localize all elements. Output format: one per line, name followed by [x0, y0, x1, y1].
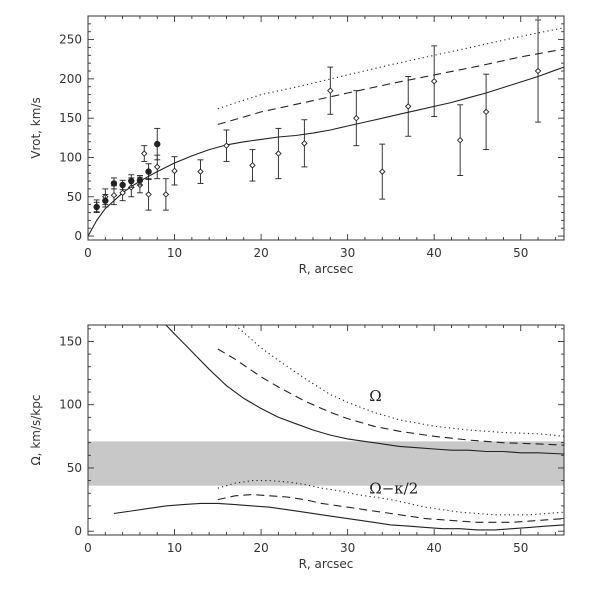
panel2-curve-solid-4	[113, 502, 564, 531]
panel1-curve-solid-1	[88, 66, 564, 237]
panel1-open-point-19	[379, 168, 386, 175]
panel1-open-point-9	[153, 163, 161, 171]
panel2-x-tick-label-4: 30	[340, 541, 355, 555]
panel1-open-point-23	[482, 108, 490, 116]
panel2-data-layer	[113, 325, 564, 531]
panel1-filled-point-5	[128, 177, 135, 185]
panel2-x-tick-label-3: 20	[253, 541, 268, 555]
panel2-curve-dashed-2	[217, 348, 564, 446]
panel1-x-tick-label-5: 40	[427, 246, 442, 260]
panel1-chart: 0 10 20 30 40 50 0 50 100 150 200 250 R, arcsec Vrot,…	[29, 15, 565, 276]
panel1-open-point-7	[141, 150, 148, 157]
panel2-curve-dotted-3	[234, 325, 564, 437]
panel2-curve-dashed-5	[217, 493, 564, 523]
panel1-filled-point-1	[93, 203, 100, 211]
panel1-x-axis-label: R, arcsec	[299, 262, 354, 276]
panel2-y-tick-label-1: 0	[74, 524, 82, 538]
panel2-x-tick-label-2: 10	[167, 541, 182, 555]
panel1-data-layer	[88, 19, 564, 237]
panel1-open-point-11	[171, 167, 178, 175]
panel1-x-tick-label-4: 30	[340, 246, 355, 260]
panel2-x-axis-label: R, arcsec	[299, 557, 354, 571]
panel1-open-point-20	[404, 103, 412, 110]
panel1-curve-dashed-2	[217, 48, 564, 126]
panel1-open-point-16	[301, 140, 308, 147]
panel2-y-tick-label-4: 150	[59, 334, 82, 348]
panel1-open-point-4	[119, 189, 126, 197]
panel1-open-point-13	[223, 142, 230, 149]
panel2-curve-solid-1	[165, 325, 564, 455]
panel1-y-tick-label-3: 100	[59, 150, 82, 164]
panel2-annotation-1: Ω	[369, 387, 381, 405]
panel1-open-point-22	[456, 136, 464, 144]
panel2-annotation-2: Ω−κ/2	[369, 479, 418, 497]
panel1-filled-point-6	[136, 177, 144, 184]
panel1-open-point-15	[275, 150, 282, 157]
panel1-open-point-3	[110, 191, 118, 199]
panel1-filled-point-8	[154, 140, 161, 148]
panel1-y-axis-label: Vrot, km/s	[29, 97, 43, 159]
panel2-shaded-band	[88, 441, 564, 486]
panel2-y-tick-label-2: 50	[67, 461, 82, 475]
panel2-x-tick-label-1: 0	[84, 541, 92, 555]
panel1-open-point-18	[353, 114, 360, 122]
panel1-open-point-14	[249, 162, 256, 169]
panel1-y-tick-label-5: 200	[59, 72, 82, 86]
panel1-open-point-8	[145, 191, 152, 198]
panel1-x-tick-label-2: 10	[167, 246, 182, 260]
panel1-open-point-21	[430, 77, 438, 85]
panel2-x-tick-label-6: 50	[513, 541, 528, 555]
panel1-filled-point-3	[110, 180, 118, 187]
panel1-y-tick-label-4: 150	[59, 111, 82, 125]
panel2-chart: 0 10 20 30 40 50 0 50 100 150 R, arcsec Ω, km/s/kpc…	[29, 324, 565, 571]
panel1-x-tick-label-1: 0	[84, 246, 92, 260]
panel2-x-tick-label-5: 40	[427, 541, 442, 555]
panel1-open-point-17	[327, 87, 334, 94]
panel2-y-tick-label-3: 100	[59, 398, 82, 412]
panel1-filled-point-4	[119, 181, 126, 189]
panel1-open-point-12	[197, 168, 204, 175]
panel1-y-tick-label-2: 50	[67, 190, 82, 204]
panel1-y-tick-label-6: 250	[59, 33, 82, 47]
panel1-y-tick-label-1: 0	[74, 229, 82, 243]
panel1-curve-dotted-3	[217, 27, 564, 110]
panel1-axes-frame	[87, 15, 565, 241]
panel1-filled-point-7	[145, 168, 152, 175]
panel1-x-tick-label-3: 20	[253, 246, 268, 260]
panel1-x-tick-label-6: 50	[513, 246, 528, 260]
panel1-open-point-10	[162, 191, 170, 198]
panel1-open-point-24	[534, 67, 542, 75]
panel1-filled-point-2	[102, 197, 109, 204]
panel2-y-axis-label: Ω, km/s/kpc	[29, 395, 43, 466]
